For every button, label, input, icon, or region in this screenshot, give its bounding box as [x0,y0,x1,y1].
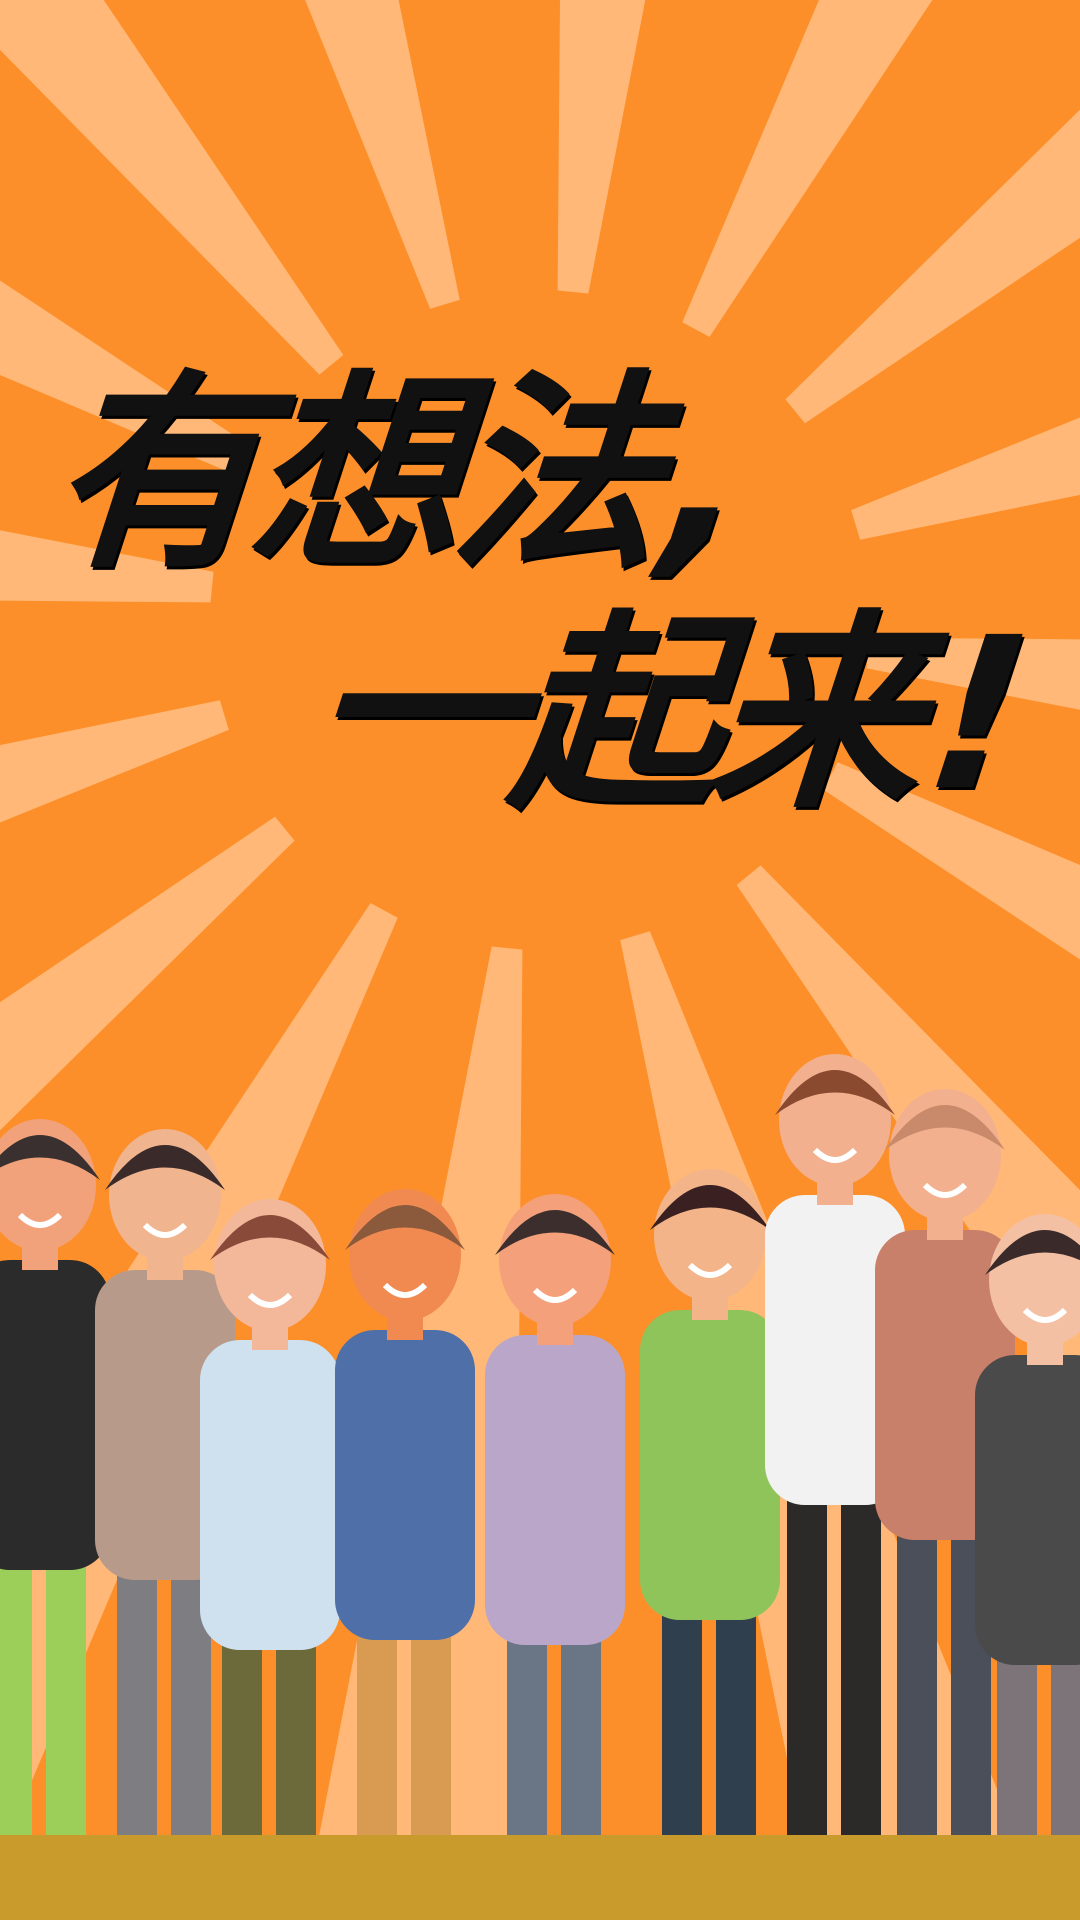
person-hair [210,1215,330,1260]
person-leg [1051,1645,1080,1835]
person-smile [17,1212,63,1228]
person-torso [640,1310,780,1620]
person-hair [345,1205,465,1250]
ray [866,637,1080,710]
person-torso [335,1330,475,1640]
person-torso [765,1195,905,1505]
person-hair [885,1105,1005,1150]
person [200,1199,340,1835]
ray [0,530,214,603]
ray [305,0,460,309]
person-hair [0,1135,100,1180]
person [335,1189,475,1835]
person-torso [0,1260,110,1570]
ray [0,280,257,478]
person-torso [485,1335,625,1645]
person-torso [200,1340,340,1650]
person-smile [687,1262,733,1278]
ground [0,1835,1080,1920]
ray [682,0,933,337]
person [485,1194,625,1835]
person-leg [117,1560,157,1835]
person-leg [662,1600,702,1835]
person-leg [997,1645,1037,1835]
person-hair [775,1070,895,1115]
person-torso [975,1355,1080,1665]
person-leg [716,1600,756,1835]
person-leg [507,1625,547,1835]
person-smile [532,1287,578,1303]
ray [823,762,1080,960]
person [640,1169,780,1835]
person-leg [0,1550,32,1835]
person-smile [382,1282,428,1298]
person-smile [142,1222,188,1238]
headline-line: 一起来! [290,592,1056,837]
person-smile [812,1147,858,1163]
ray [0,0,344,375]
person-leg [841,1485,881,1835]
ray [785,109,1080,424]
person-hair [105,1145,225,1190]
person-hair [985,1230,1080,1275]
crowd-illustration [0,1054,1080,1835]
person [0,1119,110,1835]
person-hair [650,1185,770,1230]
person-leg [222,1630,262,1835]
person-leg [561,1625,601,1835]
ray [557,0,646,294]
ray [0,700,229,823]
person-leg [411,1620,451,1835]
person-leg [276,1630,316,1835]
person-leg [357,1620,397,1835]
person-leg [46,1550,86,1835]
person-leg [897,1520,937,1835]
person-smile [247,1292,293,1308]
person-leg [787,1485,827,1835]
person [875,1089,1015,1835]
person [975,1214,1080,1835]
ray [0,816,295,1131]
ray [851,417,1080,540]
person-smile [922,1182,968,1198]
person [765,1054,905,1835]
person-smile [1022,1307,1068,1323]
headline-line: 有想法, [30,352,780,597]
person-hair [495,1210,615,1255]
